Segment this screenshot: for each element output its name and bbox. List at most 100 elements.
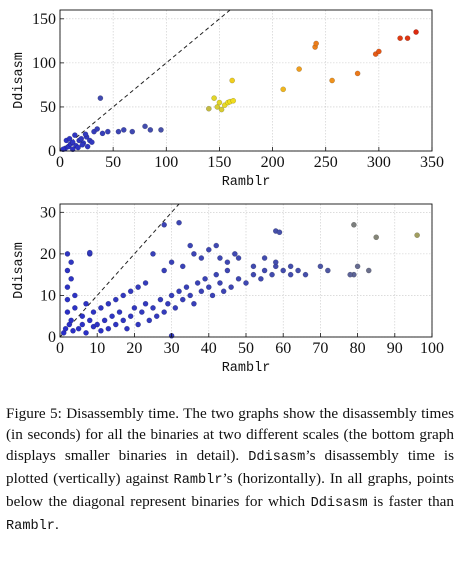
- data-point: [98, 327, 104, 334]
- x-tick-label: 0: [56, 154, 64, 171]
- data-point: [129, 128, 136, 135]
- caption-text-1: Figure 5: Disassembly time. The two grap…: [6, 405, 454, 464]
- data-point: [296, 66, 302, 72]
- data-point: [150, 251, 156, 257]
- data-point: [113, 321, 119, 328]
- data-point: [176, 219, 182, 226]
- x-tick-label: 60: [275, 340, 291, 357]
- data-point: [131, 305, 138, 311]
- data-point: [69, 146, 76, 153]
- x-tick-label: 50: [105, 154, 121, 171]
- data-point: [280, 267, 287, 274]
- data-point: [113, 296, 119, 303]
- data-point: [229, 77, 235, 84]
- data-point: [86, 317, 93, 324]
- caption-text-5: .: [54, 516, 59, 533]
- diagonal-line: [59, 9, 231, 152]
- data-point: [105, 300, 112, 307]
- data-point: [250, 271, 257, 278]
- data-point: [220, 288, 227, 295]
- data-point: [191, 300, 197, 307]
- y-axis-label: Ddisasm: [12, 242, 27, 299]
- x-tick-label: 30: [164, 340, 180, 357]
- data-point: [243, 280, 249, 286]
- data-point: [213, 271, 220, 278]
- data-point: [66, 321, 73, 328]
- data-point: [302, 271, 309, 278]
- data-point: [116, 309, 123, 315]
- data-point: [62, 325, 69, 332]
- data-point: [90, 309, 97, 315]
- data-point: [64, 284, 71, 290]
- data-point: [295, 267, 301, 274]
- data-point: [98, 305, 104, 311]
- bottom-scatter-chart: 0 10 20 30 40 50 60 70 80 90 100 0 10 20 30 Ramblr Ddisa…: [12, 203, 444, 376]
- data-point: [413, 29, 419, 35]
- data-point: [329, 77, 335, 84]
- data-point: [317, 263, 324, 270]
- data-point: [232, 251, 238, 257]
- data-point: [142, 300, 149, 307]
- data-point: [120, 317, 127, 324]
- x-tick-label: 90: [387, 340, 403, 357]
- x-tick-label: 100: [420, 340, 444, 357]
- x-tick-label: 100: [154, 154, 178, 171]
- data-point: [258, 276, 264, 282]
- data-point: [261, 255, 268, 261]
- data-point: [60, 146, 66, 153]
- data-point: [217, 255, 223, 261]
- caption-text-2: ’s disassembly time is plotted (vertical…: [6, 447, 455, 487]
- data-point: [161, 221, 167, 228]
- x-axis-label: Ramblr: [222, 175, 271, 190]
- x-tick-label: 250: [314, 154, 338, 171]
- data-point: [64, 251, 71, 257]
- data-point: [187, 242, 193, 249]
- x-axis-label: Ramblr: [222, 361, 271, 376]
- figure-caption: Figure 5: Disassembly time. The two grap…: [6, 403, 454, 537]
- data-point: [86, 249, 93, 256]
- y-tick-label: 30: [40, 204, 56, 221]
- data-point: [351, 221, 357, 228]
- data-point: [376, 48, 382, 55]
- data-point: [69, 139, 76, 145]
- x-tick-label: 80: [350, 340, 366, 357]
- data-point: [172, 305, 179, 311]
- x-tick-label: 40: [201, 340, 217, 357]
- data-point: [68, 276, 74, 282]
- caption-ramblr-2: Ramblr: [6, 519, 55, 534]
- y-tick-label: 10: [40, 287, 56, 304]
- diagonal-line: [59, 203, 180, 338]
- data-point: [230, 97, 237, 104]
- data-point: [72, 305, 78, 311]
- data-point: [70, 327, 76, 334]
- data-point: [205, 105, 212, 112]
- data-point: [202, 276, 208, 282]
- caption-ramblr-1: Ramblr: [173, 473, 223, 488]
- data-point: [75, 325, 82, 332]
- data-point: [139, 309, 145, 315]
- data-point: [187, 292, 193, 299]
- data-point: [325, 267, 331, 274]
- data-point: [78, 135, 85, 142]
- data-point: [250, 263, 257, 270]
- data-point: [66, 135, 73, 142]
- y-tick-label: 150: [32, 11, 56, 28]
- data-point: [280, 86, 287, 93]
- y-tick-label: 20: [40, 246, 56, 263]
- data-point: [354, 263, 361, 270]
- data-point: [373, 234, 380, 241]
- data-point: [404, 35, 411, 42]
- data-point: [354, 70, 361, 77]
- caption-ddisasm-1: Ddisasm: [248, 450, 306, 465]
- data-point: [147, 127, 154, 133]
- data-point: [217, 280, 223, 286]
- data-point: [142, 280, 149, 286]
- data-point: [235, 276, 242, 282]
- data-point: [64, 309, 71, 315]
- data-point: [97, 95, 104, 101]
- data-point: [235, 255, 242, 261]
- data-point: [228, 284, 234, 290]
- data-point: [142, 123, 148, 130]
- data-point: [161, 267, 167, 274]
- data-point: [176, 288, 182, 295]
